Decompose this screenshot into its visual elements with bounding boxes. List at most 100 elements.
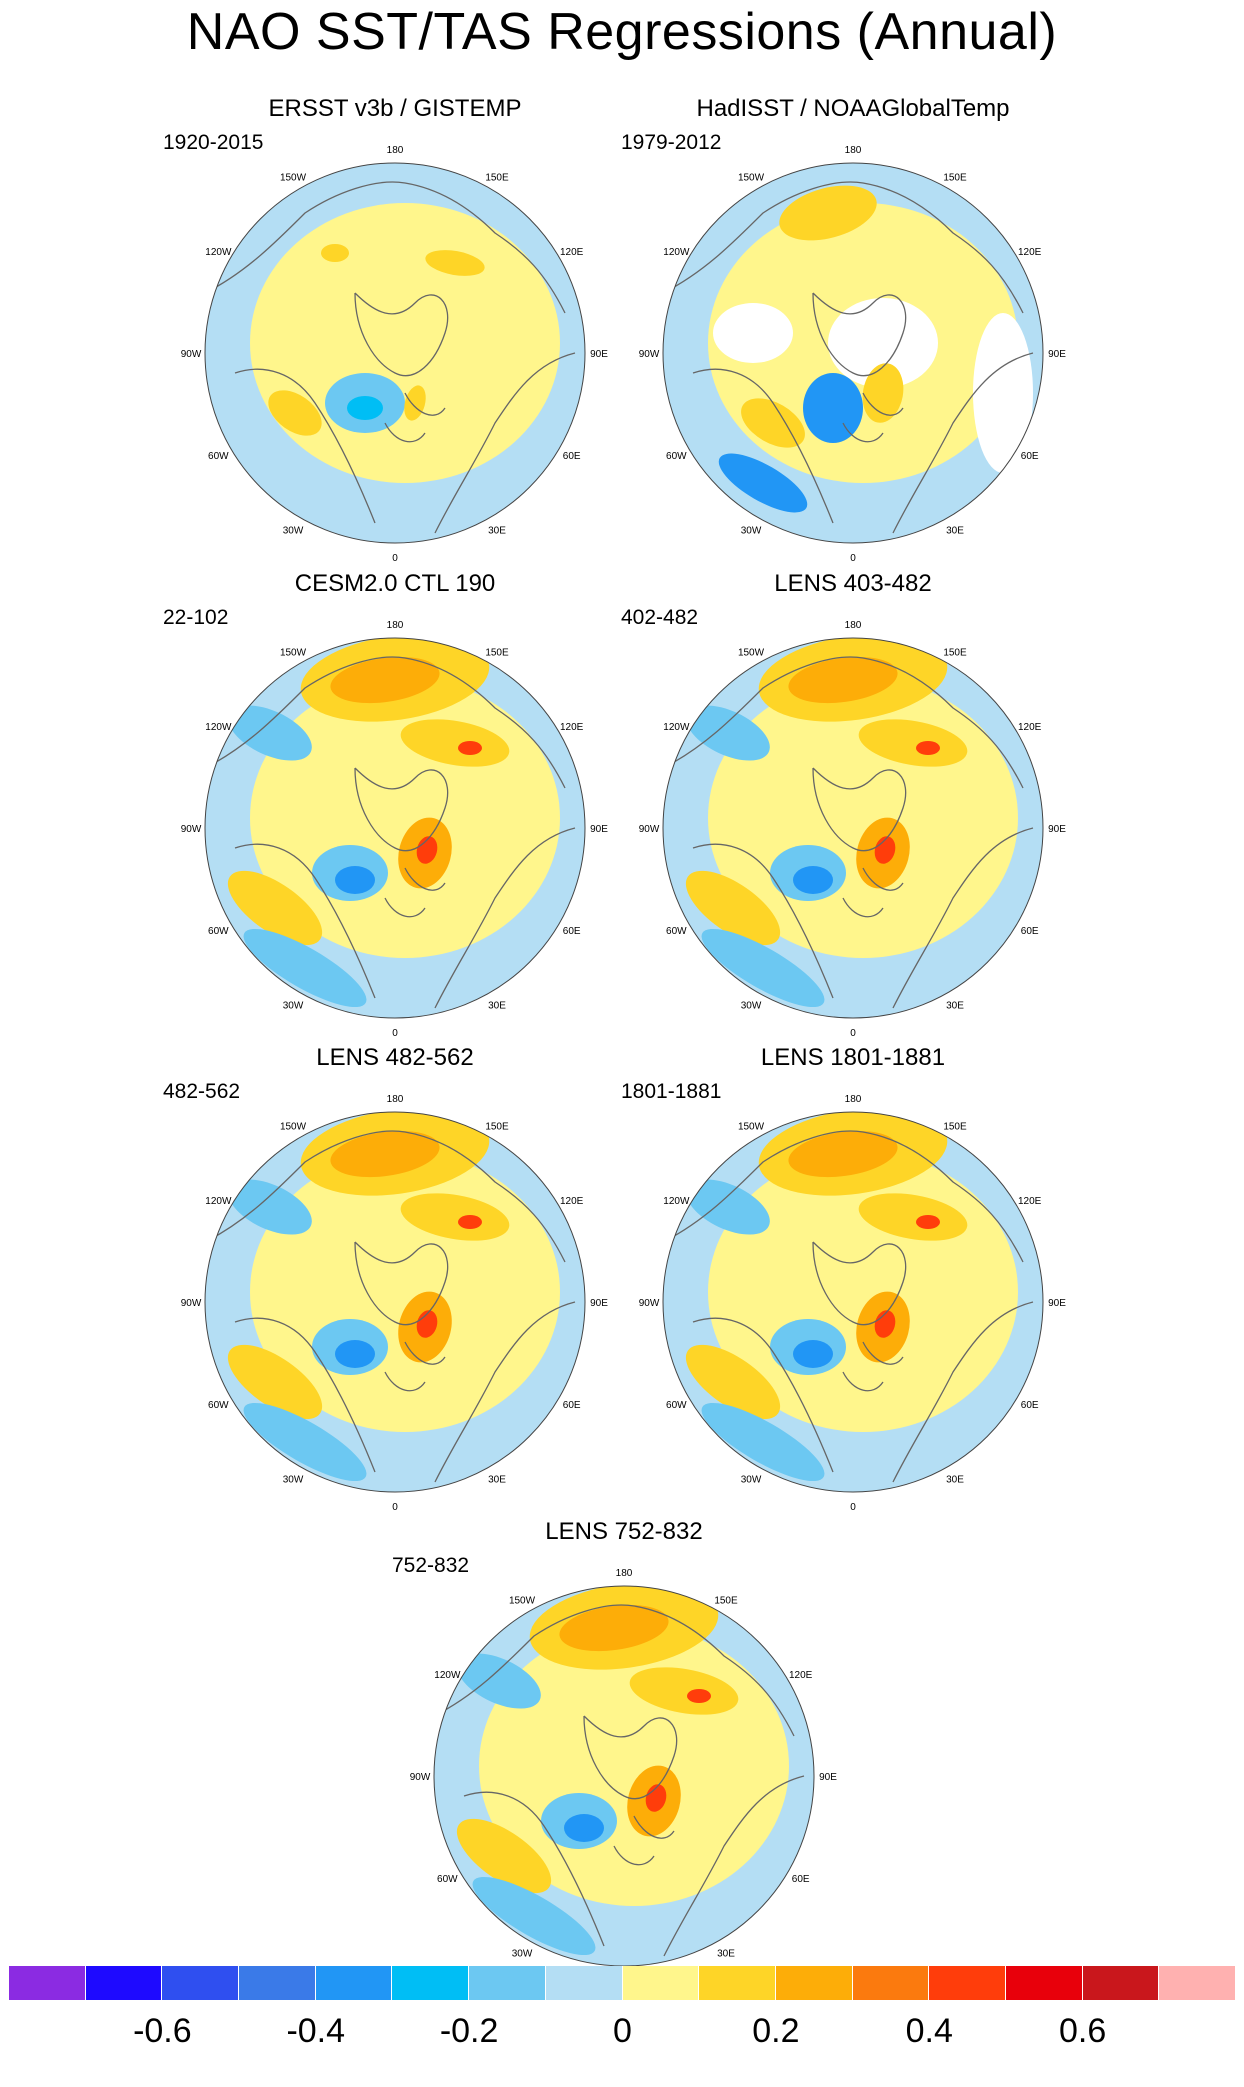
longitude-label: 0 <box>392 1028 398 1039</box>
panel-period: 22-102 <box>163 606 229 629</box>
panel-period: 482-562 <box>163 1080 241 1103</box>
longitude-label: 30W <box>283 1001 304 1012</box>
scandinavia-hot-spot <box>874 1310 896 1338</box>
longitude-label: 150W <box>509 1595 536 1606</box>
longitude-label: 30E <box>946 526 964 537</box>
labrador-sea-cool-core <box>335 1340 375 1368</box>
longitude-label: 150W <box>280 647 307 658</box>
pacific-warm-core <box>330 656 440 704</box>
longitude-label: 90E <box>590 824 608 835</box>
longitude-label: 90E <box>1048 824 1066 835</box>
longitude-label: 60W <box>208 1400 229 1411</box>
subtropical-atlantic-warm-anomaly <box>685 870 781 946</box>
longitude-label: 90W <box>181 824 202 835</box>
colorbar-swatch <box>1082 1966 1160 2000</box>
nw-pacific-cool-anomaly <box>457 1653 541 1709</box>
colorbar-swatch <box>699 1966 776 2000</box>
longitude-label: 120E <box>1018 1196 1042 1207</box>
eastern-hemisphere-missing-data <box>973 313 1033 473</box>
tropical-atlantic-cool-anomaly <box>472 1876 596 1956</box>
tropical-atlantic-cool-anomaly <box>701 1402 825 1482</box>
longitude-label: 150E <box>943 647 967 658</box>
colorbar-swatch <box>622 1966 700 2000</box>
east-asia-warm-anomaly <box>858 1193 968 1241</box>
longitude-label: 60E <box>1021 926 1039 937</box>
longitude-label: 30W <box>283 1475 304 1486</box>
subtropical-atlantic-warm-anomaly <box>227 1344 323 1420</box>
panel-period: 752-832 <box>392 1554 470 1577</box>
labrador-sea-cool-core <box>564 1814 604 1842</box>
longitude-label: 30W <box>741 526 762 537</box>
colorbar-swatch <box>929 1966 1006 2000</box>
panel-title: LENS 403-482 <box>774 570 932 597</box>
nw-pacific-cool-anomaly <box>686 1179 770 1235</box>
colorbar <box>9 1966 1236 2000</box>
colorbar-swatch <box>1005 1966 1083 2000</box>
longitude-label: 60E <box>792 1874 810 1885</box>
arctic-missing-data <box>828 298 938 388</box>
longitude-label: 180 <box>387 145 404 156</box>
colorbar-swatch <box>545 1966 623 2000</box>
map-panel-lens-1801: LENS 1801-1881 1801-1881 180 150E 120E 90E 6… <box>621 1044 1083 1514</box>
longitude-label: 0 <box>850 1028 856 1039</box>
longitude-label: 90W <box>181 349 202 360</box>
colorbar-tick-label: 0.2 <box>752 2012 800 2050</box>
longitude-label: 120E <box>560 1196 584 1207</box>
subtropical-atlantic-warm-anomaly <box>685 1344 781 1420</box>
coastline <box>205 181 576 534</box>
longitude-label: 30E <box>488 1001 506 1012</box>
east-asia-warm-anomaly <box>400 1193 510 1241</box>
longitude-label: 30W <box>283 526 304 537</box>
longitude-label: 120W <box>205 722 232 733</box>
subtropical-atlantic-warm-anomaly <box>227 870 323 946</box>
polar-map: 180 150E 120E 90E 60E 30E 0 30W 60W 90W 120W 150W <box>639 620 1067 1039</box>
coastline <box>663 656 1034 1009</box>
longitude-label: 180 <box>616 1568 633 1579</box>
longitude-label: 90E <box>1048 1298 1066 1309</box>
longitude-label: 60W <box>666 926 687 937</box>
longitude-label: 90E <box>590 349 608 360</box>
east-asia-warm-anomaly <box>629 1667 739 1715</box>
longitude-label: 150E <box>485 647 509 658</box>
colorbar-swatch <box>392 1966 470 2000</box>
east-asia-hot-spot <box>687 1689 711 1703</box>
map-panel-ersst-gistemp: ERSST v3b / GISTEMP 1920-2015 180 150E 120… <box>163 95 625 565</box>
longitude-label: 90E <box>1048 349 1066 360</box>
labrador-sea-cool-core <box>793 1340 833 1368</box>
colorbar-tick-label: 0.6 <box>1058 2012 1107 2050</box>
longitude-label: 0 <box>392 553 398 564</box>
longitude-label: 180 <box>845 1094 862 1105</box>
longitude-label: 150W <box>738 1121 765 1132</box>
east-asia-warm-anomaly <box>858 719 968 767</box>
longitude-label: 30E <box>488 526 506 537</box>
tropical-atlantic-cool-anomaly <box>701 928 825 1008</box>
longitude-label: 60W <box>437 1874 458 1885</box>
longitude-label: 120W <box>434 1670 461 1681</box>
nw-pacific-cool-anomaly <box>228 705 312 761</box>
colorbar-swatch <box>1159 1966 1236 2000</box>
longitude-label: 0 <box>850 1502 856 1513</box>
map-panel-lens-752: LENS 752-832 752-832 180 150E 120E 90E 60E 30… <box>392 1518 854 1988</box>
longitude-label: 60W <box>208 926 229 937</box>
panel-title: LENS 752-832 <box>545 1518 703 1545</box>
colorbar-swatch <box>239 1966 316 2000</box>
longitude-label: 120W <box>205 1196 232 1207</box>
longitude-label: 0 <box>850 553 856 564</box>
labrador-sea-cool-core <box>335 866 375 894</box>
polar-map: 180 150E 120E 90E 60E 30E 0 30W 60W 90W 120W 150W <box>181 620 609 1039</box>
longitude-label: 150E <box>714 1595 738 1606</box>
map-panel-lens-482: LENS 482-562 482-562 180 150E 120E 90E 60E 30… <box>163 1044 625 1514</box>
longitude-label: 150E <box>485 1121 509 1132</box>
longitude-label: 60E <box>1021 451 1039 462</box>
colorbar-swatch <box>775 1966 853 2000</box>
longitude-label: 30E <box>946 1475 964 1486</box>
panel-title: LENS 482-562 <box>316 1044 474 1071</box>
longitude-label: 30E <box>717 1949 735 1960</box>
longitude-label: 60E <box>563 926 581 937</box>
longitude-label: 150W <box>738 647 765 658</box>
scandinavia-hot-spot <box>874 836 896 864</box>
coastline <box>663 181 1034 534</box>
longitude-label: 150W <box>280 172 307 183</box>
longitude-label: 90W <box>410 1772 431 1783</box>
east-asia-hot-spot <box>458 741 482 755</box>
